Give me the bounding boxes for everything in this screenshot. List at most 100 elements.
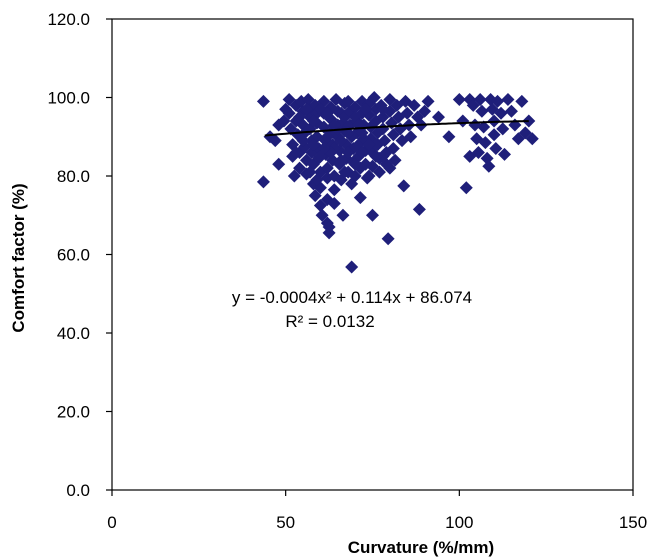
data-point: [525, 132, 539, 146]
data-point: [388, 153, 402, 167]
x-tick-label: 150: [619, 513, 647, 532]
data-point: [501, 92, 515, 106]
data-point: [494, 106, 508, 120]
data-point: [496, 122, 510, 136]
data-point: [478, 136, 492, 150]
data-point: [320, 106, 334, 120]
data-point: [338, 165, 352, 179]
data-point: [367, 91, 381, 104]
data-point: [282, 106, 296, 120]
r-squared-label: R² = 0.0132: [285, 312, 374, 331]
data-point: [459, 181, 473, 195]
data-point: [442, 130, 456, 144]
data-points: [256, 91, 539, 274]
y-axis-title: Comfort factor (%): [9, 183, 28, 332]
data-point: [327, 196, 341, 210]
data-point: [334, 134, 348, 148]
data-point: [376, 149, 390, 163]
data-point: [487, 128, 501, 142]
data-point: [277, 114, 291, 128]
data-point: [334, 153, 348, 167]
data-point: [366, 208, 379, 222]
data-point: [456, 114, 470, 128]
y-tick-label: 20.0: [57, 403, 90, 422]
data-point: [320, 161, 334, 175]
data-point: [397, 179, 411, 193]
data-point: [362, 138, 376, 152]
data-point: [475, 104, 489, 118]
data-point: [372, 165, 386, 179]
data-point: [352, 118, 366, 132]
data-point: [296, 134, 310, 148]
x-tick-label: 0: [107, 513, 116, 532]
data-point: [471, 145, 485, 159]
data-point: [404, 130, 418, 144]
data-point: [497, 147, 511, 161]
data-point: [386, 142, 400, 156]
data-point: [308, 189, 322, 203]
data-point: [315, 208, 329, 222]
trendline-equation: y = -0.0004x² + 0.114x + 86.074: [232, 288, 472, 307]
y-tick-label: 80.0: [57, 167, 90, 186]
data-point: [287, 169, 301, 183]
y-tick-label: 120.0: [47, 10, 90, 29]
data-point: [515, 94, 529, 108]
data-point: [256, 94, 270, 108]
data-point: [322, 226, 336, 240]
data-point: [289, 145, 303, 159]
data-point: [355, 126, 369, 140]
y-tick-label: 40.0: [57, 324, 90, 343]
data-point: [418, 104, 432, 118]
data-point: [489, 142, 503, 156]
data-point: [400, 106, 414, 120]
data-point: [300, 102, 314, 116]
data-point: [381, 232, 395, 246]
data-point: [348, 157, 362, 171]
data-point: [473, 92, 487, 106]
trendline: [264, 120, 529, 137]
data-point: [482, 159, 496, 173]
data-point: [362, 169, 376, 183]
data-point: [431, 110, 445, 124]
plot-area: [111, 18, 634, 491]
data-point: [345, 177, 359, 191]
data-point: [421, 94, 435, 108]
data-point: [369, 138, 383, 152]
data-point: [345, 260, 359, 274]
data-point: [355, 145, 369, 159]
data-point: [268, 134, 282, 148]
data-point: [310, 173, 324, 187]
data-point: [359, 102, 373, 116]
data-point: [306, 114, 320, 128]
data-point: [327, 118, 341, 132]
data-point: [320, 130, 334, 144]
data-point: [336, 208, 350, 222]
data-point: [306, 138, 320, 152]
data-point: [383, 161, 397, 175]
data-point: [407, 98, 421, 112]
data-point: [293, 110, 307, 124]
data-point: [369, 149, 383, 163]
data-point: [412, 202, 426, 216]
data-point: [452, 92, 466, 106]
data-point: [327, 183, 341, 197]
x-tick-label: 100: [445, 513, 473, 532]
data-point: [504, 104, 518, 118]
axes: 0.0 20.0 40.0 60.0 80.0 100.0 120.0 0 50 100 150: [47, 10, 647, 532]
plot-frame: [111, 18, 634, 491]
data-point: [303, 165, 317, 179]
data-point: [272, 157, 286, 171]
data-point: [477, 120, 491, 134]
y-tick-label: 60.0: [57, 246, 90, 265]
y-tick-label: 0.0: [66, 481, 90, 500]
data-point: [313, 149, 327, 163]
data-point: [256, 175, 270, 189]
data-point: [491, 94, 505, 108]
data-point: [353, 191, 367, 205]
y-tick-label: 100.0: [47, 89, 90, 108]
x-axis-title: Curvature (%/mm): [348, 538, 494, 557]
data-point: [376, 102, 390, 116]
x-tick-label: 50: [276, 513, 295, 532]
data-point: [341, 145, 355, 159]
